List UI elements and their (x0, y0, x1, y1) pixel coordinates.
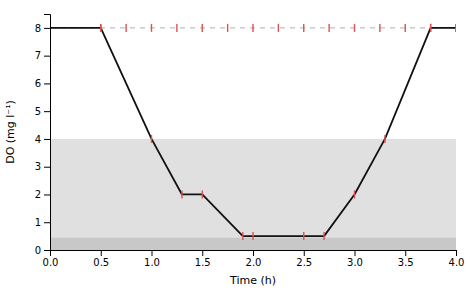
tick: 4.0 (449, 250, 465, 268)
tick: 2 (35, 189, 50, 200)
tick: 0.5 (93, 250, 109, 268)
tick-label: 1.5 (195, 257, 211, 268)
tick-marker (455, 24, 456, 32)
tick-label: 4.0 (449, 257, 465, 268)
tick-mark (405, 250, 406, 256)
tick-mark (44, 111, 50, 112)
tick-mark (152, 250, 153, 256)
tick-label: 0.0 (43, 257, 59, 268)
tick-label: 8 (35, 23, 41, 34)
tick-marker (181, 190, 182, 198)
tick-label: 2.5 (296, 257, 312, 268)
tick-mark (202, 250, 203, 256)
tick-label: 3 (35, 161, 41, 172)
tick-mark (253, 250, 254, 256)
tick-label: 1.0 (144, 257, 160, 268)
plot-area (50, 24, 456, 250)
tick: 6 (35, 78, 50, 89)
y-axis-title: DO (mg l⁻¹) (4, 100, 17, 164)
tick-marker (328, 24, 329, 32)
tick-marker (227, 24, 228, 32)
x-axis: 0.0 0.5 1.0 1.5 2.0 2.5 3.0 3.5 4.0 (43, 250, 465, 268)
tick-label: 0.5 (93, 257, 109, 268)
tick-marker (176, 24, 177, 32)
tick: 0 (35, 245, 50, 256)
tick-marker (405, 24, 406, 32)
tick: 2.5 (296, 250, 312, 268)
chart: 0.0 0.5 1.0 1.5 2.0 2.5 3.0 3.5 4.0 0 1 2 3 4 5 6 7 8 Time… (0, 0, 474, 290)
tick-label: 1 (35, 217, 41, 228)
tick-label: 2.0 (246, 257, 262, 268)
tick: 4 (35, 134, 50, 145)
tick-mark (44, 222, 50, 223)
tick-marker (323, 232, 324, 240)
tick-marker (242, 232, 243, 240)
tick-marker (354, 190, 355, 198)
tick: 1 (35, 217, 50, 228)
tick: 3.5 (398, 250, 414, 268)
tick-marker (430, 24, 431, 32)
tick-marker (303, 232, 304, 240)
tick: 2.0 (246, 250, 262, 268)
tick-label: 3.5 (398, 257, 414, 268)
tick-marker (430, 24, 431, 32)
tick-label: 2 (35, 189, 41, 200)
tick-mark (101, 250, 102, 256)
tick: 7 (35, 50, 50, 61)
tick-label: 4 (35, 134, 41, 145)
tick-mark (44, 167, 50, 168)
tick-marker (252, 24, 253, 32)
tick-mark (304, 250, 305, 256)
tick-label: 7 (35, 50, 41, 61)
tick-label: 6 (35, 78, 41, 89)
tick-marker (455, 24, 456, 32)
tick-marker (125, 24, 126, 32)
tick: 5 (35, 106, 50, 117)
tick-mark (355, 250, 356, 256)
tick-label: 3.0 (347, 257, 363, 268)
tick: 1.5 (195, 250, 211, 268)
tick-mark (44, 83, 50, 84)
tick-marker (354, 24, 355, 32)
tick-marker (202, 24, 203, 32)
tick: 0.0 (43, 250, 59, 268)
tick: 3.0 (347, 250, 363, 268)
tick-label: 0 (35, 245, 41, 256)
y-axis: 0 1 2 3 4 5 6 7 8 (35, 15, 51, 256)
tick-marker (303, 24, 304, 32)
marker-group (101, 24, 456, 32)
tick-mark (456, 250, 457, 256)
tick-marker (100, 24, 101, 32)
tick: 3 (35, 161, 50, 172)
tick-marker (202, 190, 203, 198)
tick: 1.0 (144, 250, 160, 268)
marker-group (101, 24, 456, 240)
line (50, 28, 456, 236)
tick-mark (44, 250, 50, 251)
tick-label: 5 (35, 106, 41, 117)
tick-marker (151, 135, 152, 143)
axis-line (51, 251, 457, 257)
tick-marker (379, 24, 380, 32)
tick-marker (151, 24, 152, 32)
tick-marker (384, 135, 385, 143)
x-axis-title: Time (h) (229, 274, 276, 287)
band (50, 139, 456, 238)
tick: 8 (35, 23, 50, 34)
tick-marker (278, 24, 279, 32)
tick-mark (44, 194, 50, 195)
tick-marker (100, 24, 101, 32)
tick-mark (44, 139, 50, 140)
tick-mark (44, 28, 50, 29)
tick-marker (252, 232, 253, 240)
axis-line (44, 15, 51, 251)
tick-mark (44, 56, 50, 57)
